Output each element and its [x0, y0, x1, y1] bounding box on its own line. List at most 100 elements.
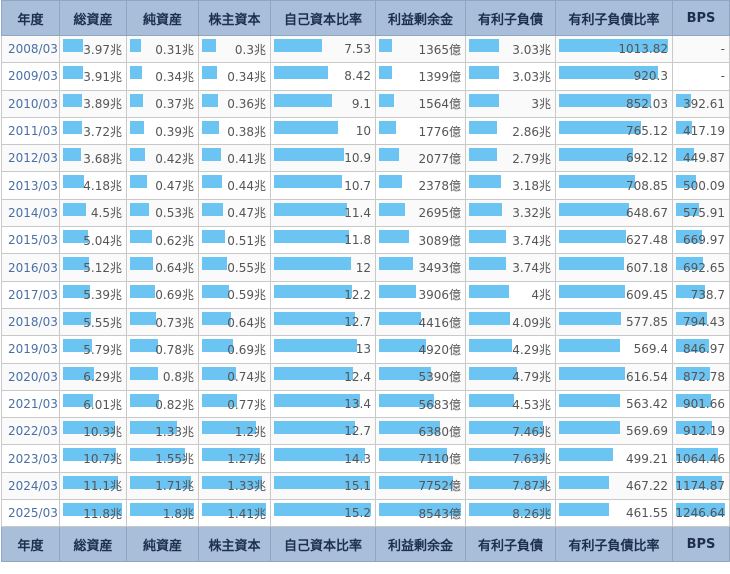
footer-column-header-equity-ratio[interactable]: 自己資本比率	[270, 526, 376, 563]
equity-ratio-value: 7.53	[344, 42, 371, 57]
debt-ratio-bar	[559, 339, 620, 353]
column-header-debt-ratio[interactable]: 有利子負債比率	[555, 0, 673, 36]
year-cell[interactable]: 2012/03	[1, 144, 60, 173]
bps-cell: 901.66	[672, 389, 730, 419]
equity-ratio-value: 11.4	[344, 205, 371, 220]
year-cell[interactable]: 2013/03	[1, 171, 60, 200]
total-assets-value: 10.7兆	[83, 452, 122, 467]
year-cell[interactable]: 2018/03	[1, 307, 60, 337]
interest-bearing-debt-value: 4.79兆	[512, 370, 551, 385]
year-cell[interactable]: 2017/03	[1, 280, 60, 309]
year-cell[interactable]: 2022/03	[1, 417, 60, 446]
year-link[interactable]: 2023/03	[8, 451, 58, 466]
net-assets-bar	[130, 311, 156, 325]
interest-bearing-debt-cell: 8.26兆	[465, 499, 556, 528]
year-link[interactable]: 2008/03	[8, 42, 58, 57]
table-row: 2020/03 6.29兆 0.8兆 0.74兆 12.4 5390億 4.79兆 616.5…	[1, 362, 730, 391]
year-cell[interactable]: 2011/03	[1, 116, 60, 146]
net-assets-bar	[130, 257, 153, 271]
year-link[interactable]: 2021/03	[8, 397, 58, 411]
debt-ratio-value: 577.85	[626, 315, 668, 330]
column-header-bps[interactable]: BPS	[672, 0, 730, 36]
column-header-total-assets[interactable]: 総資産	[59, 0, 127, 36]
debt-ratio-bar	[559, 120, 641, 134]
year-link[interactable]: 2010/03	[8, 96, 58, 111]
bps-value: -	[720, 42, 725, 57]
debt-ratio-bar	[559, 202, 629, 216]
bps-cell: 1174.87	[672, 471, 730, 501]
debt-ratio-cell: 467.22	[555, 471, 673, 501]
retained-earnings-value: 3493億	[418, 261, 461, 276]
debt-ratio-cell: 852.03	[555, 89, 673, 118]
year-link[interactable]: 2024/03	[8, 478, 58, 493]
retained-earnings-bar	[379, 311, 421, 325]
footer-column-header-shareholders-equity[interactable]: 株主資本	[198, 526, 271, 563]
year-link[interactable]: 2015/03	[8, 233, 58, 248]
net-assets-bar	[130, 475, 191, 489]
footer-column-header-net-assets[interactable]: 純資産	[126, 526, 199, 563]
year-cell[interactable]: 2010/03	[1, 89, 60, 118]
net-assets-bar	[130, 39, 141, 52]
shareholders-equity-cell: 0.55兆	[198, 253, 271, 282]
bps-value: -	[720, 69, 725, 84]
bps-cell: -	[672, 62, 730, 91]
shareholders-equity-value: 0.3兆	[234, 42, 266, 57]
table-row: 2008/03 3.97兆 0.31兆 0.3兆 7.53 1365億 3.03兆 1013.…	[1, 34, 730, 64]
total-assets-bar	[63, 148, 81, 162]
year-link[interactable]: 2009/03	[8, 69, 58, 84]
debt-ratio-cell: 616.54	[555, 362, 673, 391]
interest-bearing-debt-bar	[469, 284, 509, 298]
net-assets-value: 0.39兆	[155, 124, 194, 139]
year-link[interactable]: 2020/03	[8, 369, 58, 384]
year-link[interactable]: 2016/03	[8, 260, 58, 275]
bps-cell: 575.91	[672, 198, 730, 228]
column-header-retained-earnings[interactable]: 利益剰余金	[375, 0, 466, 36]
footer-column-header-debt-ratio[interactable]: 有利子負債比率	[555, 526, 673, 563]
year-link[interactable]: 2025/03	[8, 506, 58, 521]
year-cell[interactable]: 2016/03	[1, 253, 60, 282]
year-link[interactable]: 2022/03	[8, 424, 58, 439]
interest-bearing-debt-cell: 2.79兆	[465, 144, 556, 173]
interest-bearing-debt-bar	[469, 39, 499, 52]
year-link[interactable]: 2018/03	[8, 315, 58, 330]
debt-ratio-cell: 920.3	[555, 62, 673, 91]
year-link[interactable]: 2014/03	[8, 205, 58, 220]
year-cell[interactable]: 2025/03	[1, 499, 60, 528]
column-header-year[interactable]: 年度	[1, 0, 60, 36]
shareholders-equity-bar	[202, 93, 218, 107]
interest-bearing-debt-value: 3.03兆	[512, 69, 551, 84]
year-cell[interactable]: 2014/03	[1, 198, 60, 228]
year-cell[interactable]: 2020/03	[1, 362, 60, 391]
footer-column-header-interest-bearing-debt[interactable]: 有利子負債	[465, 526, 556, 563]
interest-bearing-debt-cell: 3.18兆	[465, 171, 556, 200]
year-cell[interactable]: 2023/03	[1, 444, 60, 473]
footer-column-header-year[interactable]: 年度	[1, 526, 60, 563]
retained-earnings-cell: 1564億	[375, 89, 466, 118]
column-header-shareholders-equity[interactable]: 株主資本	[198, 0, 271, 36]
year-cell[interactable]: 2015/03	[1, 226, 60, 255]
year-link[interactable]: 2011/03	[8, 124, 58, 139]
footer-column-header-total-assets[interactable]: 総資産	[59, 526, 127, 563]
year-link[interactable]: 2017/03	[8, 287, 58, 302]
shareholders-equity-value: 0.55兆	[227, 261, 266, 276]
column-header-equity-ratio[interactable]: 自己資本比率	[270, 0, 376, 36]
interest-bearing-debt-bar	[469, 66, 499, 80]
column-header-interest-bearing-debt[interactable]: 有利子負債	[465, 0, 556, 36]
bps-bar	[676, 120, 692, 134]
year-cell[interactable]: 2019/03	[1, 335, 60, 364]
interest-bearing-debt-cell: 7.46兆	[465, 417, 556, 446]
net-assets-bar	[130, 284, 155, 298]
equity-ratio-value: 10.9	[344, 151, 371, 166]
footer-column-header-retained-earnings[interactable]: 利益剰余金	[375, 526, 466, 563]
year-link[interactable]: 2013/03	[8, 178, 58, 193]
interest-bearing-debt-value: 3.18兆	[512, 179, 551, 194]
year-cell[interactable]: 2021/03	[1, 389, 60, 419]
column-header-net-assets[interactable]: 純資産	[126, 0, 199, 36]
year-cell[interactable]: 2024/03	[1, 471, 60, 501]
shareholders-equity-bar	[202, 448, 260, 462]
footer-column-header-bps[interactable]: BPS	[672, 526, 730, 563]
year-link[interactable]: 2019/03	[8, 342, 58, 357]
year-link[interactable]: 2012/03	[8, 151, 58, 166]
year-cell[interactable]: 2009/03	[1, 62, 60, 91]
year-cell[interactable]: 2008/03	[1, 34, 60, 64]
